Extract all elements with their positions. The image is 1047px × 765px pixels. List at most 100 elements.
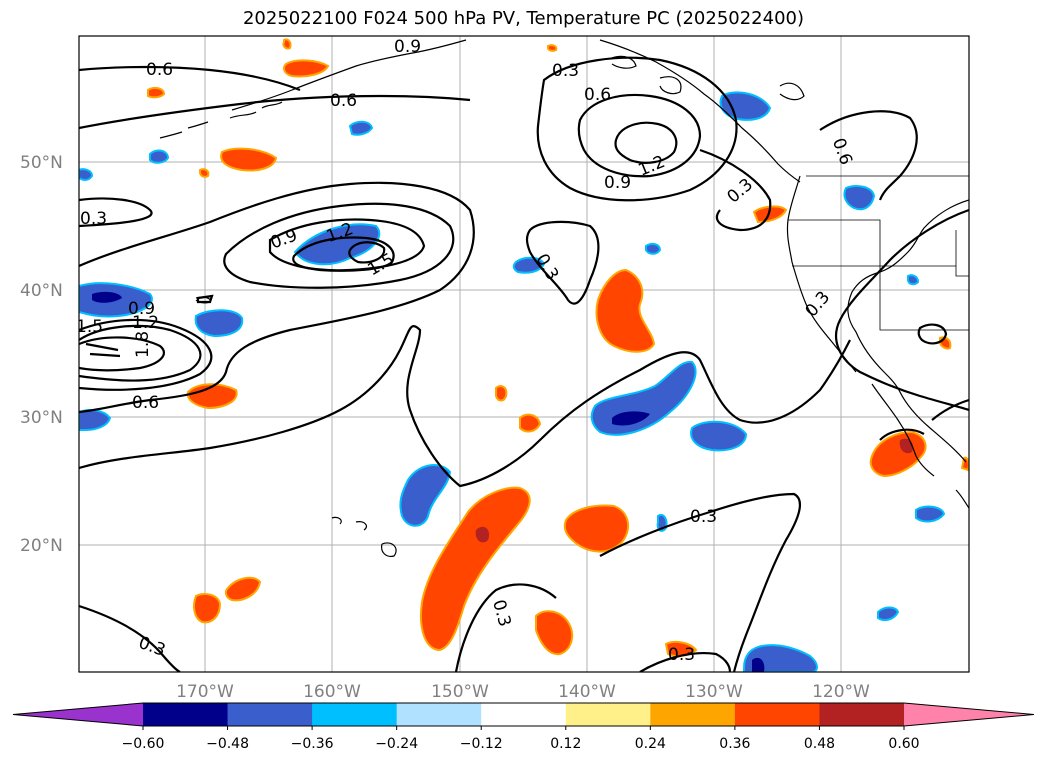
contour-label: 0.6 [132,393,159,413]
cold-anomaly [843,185,876,211]
islands [779,82,805,101]
pv-contours [79,56,969,672]
cold-anomaly [194,309,244,338]
map-title: 2025022100 F024 500 hPa PV, Temperature … [242,8,805,29]
colorbar-tick-label: 0.36 [719,736,750,752]
contour-line [79,197,153,228]
contour-label: 0.6 [330,91,357,111]
contour-line [454,583,557,672]
aleutians [159,101,283,139]
warm-anomaly [283,59,330,78]
colorbar-tick-label: 0.48 [804,736,835,752]
hawaii [381,542,397,557]
contour-label: 1.8 [133,331,153,358]
cold-anomaly [399,464,452,527]
contour-label: 0.3 [668,645,695,665]
lat-label: 20°N [20,536,63,556]
contour-label: 0.9 [394,37,421,57]
cold-anomaly [907,274,920,286]
contour-line [292,236,395,272]
contour-label: 0.9 [128,299,155,319]
warm-anomaly [420,486,531,652]
warm-anomaly [595,268,656,353]
west-coast [786,175,857,373]
islands [611,55,637,69]
contour-line [79,336,165,372]
contour-line [614,121,678,164]
colorbar-segment [481,703,567,726]
islands [659,76,682,95]
contour-line [599,492,802,672]
colorbar-segment [734,703,820,726]
warm-anomaly [224,576,262,602]
colorbar-tick-label: −0.48 [206,736,249,752]
contour-line [79,324,202,382]
contour-line [196,294,214,304]
contour-line [577,93,702,178]
colorbar-tick-label: 0.60 [888,736,919,752]
contour-line [819,110,918,201]
lon-label: 160°W [303,682,361,702]
contour-line [525,220,600,305]
contour-label: 0.6 [584,85,611,105]
baja-coast [871,383,935,477]
contour-line [79,65,301,92]
latitude-labels: 50°N 40°N 30°N 20°N [20,153,63,556]
colorbar-segment [650,703,736,726]
lat-label: 50°N [20,153,63,173]
lon-label: 150°W [431,682,489,702]
contour-line [223,202,455,289]
map-panel: 0.6 0.9 0.6 0.3 0.6 1.2 0.9 0.3 0.6 0.3 … [76,36,969,672]
cold-strong-cores [92,291,765,672]
warm-anomaly [939,336,952,350]
warm-anomaly [186,383,238,410]
contour-line [917,323,948,345]
contour-line [79,604,181,672]
contour-line [639,652,732,672]
warm-anomaly [495,385,508,402]
contour-line [79,318,213,391]
contour-label: 0.3 [690,507,717,527]
cold-anomaly [149,149,170,164]
colorbar-tick-label: −0.24 [375,736,418,752]
warm-anomaly [282,38,292,50]
contour-line [835,208,969,412]
colorbar-segment [396,703,482,726]
north-america-coast [847,199,969,463]
warm-anomaly [519,413,542,433]
colorbar-tick-label: 0.12 [550,736,581,752]
longitude-labels: 170°W 160°W 150°W 140°W 130°W 120°W [176,682,870,702]
contour-label: 0.3 [552,61,579,81]
warm-anomaly [563,504,630,553]
hawaii [355,521,368,531]
contour-label: 1.5 [76,317,103,337]
contour-line [79,181,475,414]
warm-anomaly [664,641,698,658]
colorbar-segment [143,703,229,726]
contour-line [536,56,738,202]
lon-label: 140°W [558,682,616,702]
lon-label: 170°W [176,682,234,702]
state-borders [788,175,969,331]
colorbar-tick-label: −0.36 [291,736,334,752]
colorbar-extend-high [904,703,1034,726]
warm-strong-cores [475,438,914,543]
colorbar-segment [819,703,905,726]
contour-label: 0.9 [604,173,631,193]
contour-label: 0.3 [80,209,107,229]
cold-anomaly [645,242,662,255]
hawaii [331,516,342,525]
alaska-coast [231,39,467,111]
warm-anomaly [547,44,558,52]
contour-label: 1.2 [132,313,159,333]
colorbar-segment [312,703,398,726]
contour-line [85,342,121,358]
warm-anomaly [147,86,166,99]
colorbar-segment [227,703,313,726]
contour-line [79,94,471,130]
map-frame [78,35,970,673]
contour-line [699,148,772,232]
cold-anomaly [293,223,381,266]
warm-anomaly [220,147,278,172]
